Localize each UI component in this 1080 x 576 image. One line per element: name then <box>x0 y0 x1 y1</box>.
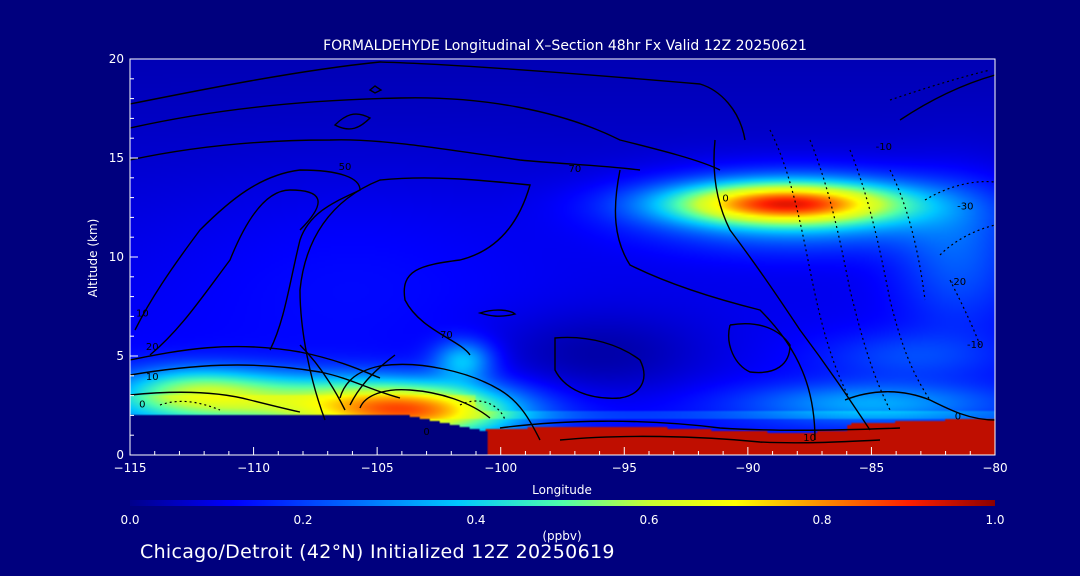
contour-line <box>559 435 881 444</box>
contour-line-negative <box>889 169 926 301</box>
contour-label: -10 <box>876 142 892 153</box>
x-tick-label: −95 <box>612 461 637 475</box>
contour-labels: 50 70 -10 0 -30 -20 -10 10 70 20 10 0 0 0 10 <box>136 142 983 444</box>
contour-line-negative <box>939 224 995 256</box>
x-axis: −115 −110 −105 −100 −95 −90 −85 −80 <box>114 447 1008 475</box>
contour-label: 10 <box>146 372 159 383</box>
contour-label: 0 <box>423 427 429 438</box>
colorbar-tick-label: 0.0 <box>120 513 139 527</box>
contour-line-negative <box>769 129 851 401</box>
contour-line <box>713 139 871 431</box>
contour-label: -30 <box>957 202 973 213</box>
x-tick-label: −100 <box>484 461 517 475</box>
contour-line-negative <box>889 69 991 101</box>
contour-line <box>299 177 531 421</box>
footer-caption: Chicago/Detroit (42°N) Initialized 12Z 2… <box>140 541 615 563</box>
contour-line <box>728 323 791 374</box>
y-tick-label: 5 <box>116 349 124 363</box>
y-tick-label: 0 <box>116 448 124 462</box>
contour-label: 70 <box>568 164 581 175</box>
contour-line <box>130 61 746 141</box>
contour-line <box>477 309 517 317</box>
contour-label: -10 <box>967 340 983 351</box>
contour-line <box>299 344 346 411</box>
contour-line-negative <box>849 149 931 401</box>
contour-label: 0 <box>722 194 728 205</box>
colorbar-tick-label: 0.2 <box>293 513 312 527</box>
contour-line <box>130 391 301 413</box>
contour-line-negative <box>459 400 506 421</box>
contour-line-negative <box>949 279 981 346</box>
contour-label: 0 <box>139 400 145 411</box>
colorbar-tick-label: 1.0 <box>985 513 1004 527</box>
contour-line <box>130 97 721 171</box>
colorbar-tick-label: 0.4 <box>466 513 485 527</box>
contour-line <box>844 391 995 421</box>
contour-label: 50 <box>339 162 352 173</box>
x-tick-label: −110 <box>237 461 270 475</box>
x-tick-label: −90 <box>735 461 760 475</box>
negative-contours <box>159 69 995 421</box>
contour-label: 10 <box>136 308 149 319</box>
x-tick-label: −115 <box>114 461 147 475</box>
y-tick-label: 10 <box>109 250 124 264</box>
concentration-field <box>130 59 995 455</box>
contour-line <box>149 189 319 356</box>
contour-line <box>359 388 491 419</box>
contour-line-negative <box>924 180 995 201</box>
y-tick-label: 20 <box>109 52 124 66</box>
contour-line <box>333 113 372 130</box>
contour-line <box>349 354 396 406</box>
contour-label: -20 <box>950 277 966 288</box>
contour-line <box>130 139 641 171</box>
contour-line <box>554 336 645 399</box>
colorbar <box>130 500 995 506</box>
contour-label: 20 <box>146 342 159 353</box>
x-tick-label: −80 <box>982 461 1007 475</box>
chart-title: FORMALDEHYDE Longitudinal X–Section 48hr… <box>323 38 807 54</box>
contour-line <box>368 85 383 94</box>
colorbar-ticks: 0.0 0.2 0.4 0.6 0.8 1.0 <box>120 513 1004 527</box>
contour-line-negative <box>809 139 891 411</box>
y-tick-label: 15 <box>109 151 124 165</box>
x-axis-label: Longitude <box>532 483 592 497</box>
x-tick-label: −85 <box>859 461 884 475</box>
contour-line <box>614 169 816 441</box>
contour-line <box>130 364 401 399</box>
contour-line <box>499 420 901 432</box>
colorbar-unit: (ppbv) <box>542 529 581 543</box>
contour-line <box>339 363 541 441</box>
contour-label: 70 <box>440 330 453 341</box>
contour-line <box>134 169 361 351</box>
contour-label: 0 <box>955 411 961 422</box>
colorbar-tick-label: 0.6 <box>639 513 658 527</box>
contour-lines <box>130 61 995 444</box>
y-axis: 0 5 10 15 20 <box>109 52 138 462</box>
contour-line <box>899 74 995 121</box>
contour-line <box>130 345 381 379</box>
contour-line-negative <box>159 400 221 411</box>
y-axis-label: Altitude (km) <box>86 219 100 298</box>
colorbar-tick-label: 0.8 <box>812 513 831 527</box>
contour-label: 10 <box>803 433 816 444</box>
x-tick-label: −105 <box>361 461 394 475</box>
